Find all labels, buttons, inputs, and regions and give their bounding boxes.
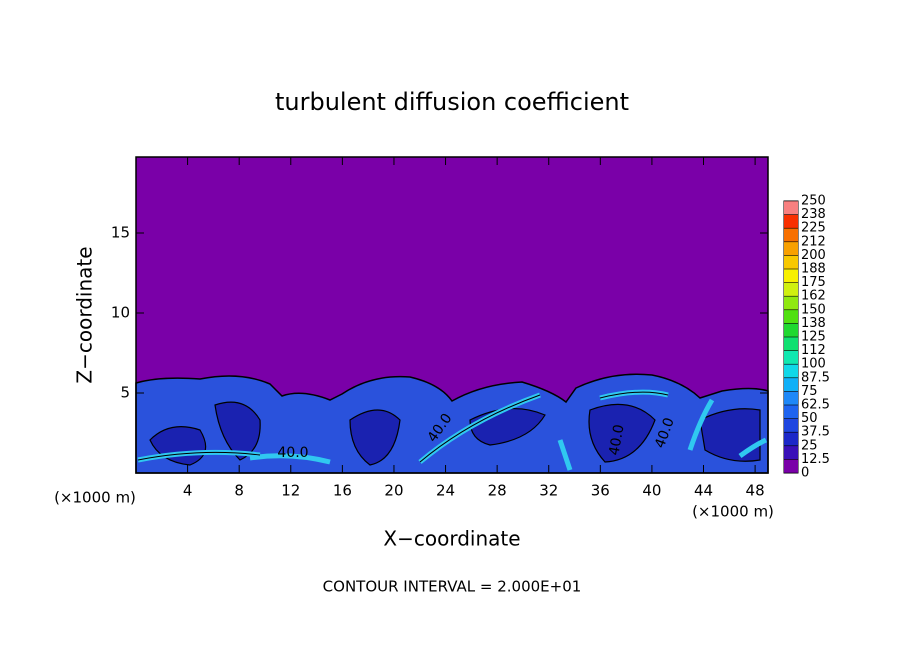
colorbar-label: 188 bbox=[801, 262, 826, 277]
colorbar-cell bbox=[784, 296, 798, 310]
colorbar-cell bbox=[784, 255, 798, 269]
colorbar-label: 238 bbox=[801, 207, 826, 222]
contour-line bbox=[137, 391, 669, 463]
y-tick-label: 10 bbox=[111, 304, 130, 322]
colorbar-cell bbox=[784, 337, 798, 351]
colorbar-cell bbox=[784, 432, 798, 446]
x-axis-label: X−coordinate bbox=[383, 527, 520, 551]
x-tick-label: 8 bbox=[234, 482, 244, 500]
colorbar-label: 200 bbox=[801, 248, 826, 263]
colorbar-cell bbox=[784, 228, 798, 242]
colorbar-cell bbox=[784, 269, 798, 283]
x-tick-label: 20 bbox=[384, 482, 403, 500]
x-tick-label: 4 bbox=[183, 482, 193, 500]
colorbar-cell bbox=[784, 241, 798, 256]
colorbar-cell bbox=[784, 459, 798, 473]
x-tick-label: 40 bbox=[642, 482, 661, 500]
x-tick-label: 24 bbox=[436, 482, 455, 500]
x-unit-label: (×1000 m) bbox=[692, 503, 774, 521]
colorbar-cell bbox=[784, 309, 798, 324]
colorbar-label: 37.5 bbox=[801, 425, 830, 440]
plot-frame bbox=[135, 156, 769, 474]
colorbar-cell bbox=[784, 364, 798, 378]
colorbar-cell bbox=[784, 350, 798, 365]
colorbar-label: 225 bbox=[801, 221, 826, 236]
chart-title: turbulent diffusion coefficient bbox=[275, 88, 629, 116]
x-tick-label: 12 bbox=[281, 482, 300, 500]
colorbar-label: 62.5 bbox=[801, 398, 830, 413]
colorbar-label: 162 bbox=[801, 289, 826, 304]
colorbar-label: 212 bbox=[801, 234, 826, 249]
colorbar-label: 125 bbox=[801, 330, 826, 345]
colorbar-label: 87.5 bbox=[801, 370, 830, 385]
colorbar-label: 100 bbox=[801, 357, 826, 372]
colorbar-label: 175 bbox=[801, 275, 826, 290]
colorbar-cell bbox=[784, 201, 798, 215]
colorbar-label: 12.5 bbox=[801, 452, 830, 467]
colorbar-cell bbox=[784, 418, 798, 433]
x-unit-label: (×1000 m) bbox=[54, 489, 136, 507]
contour-label: 40.0 bbox=[277, 445, 308, 461]
x-tick-label: 48 bbox=[746, 482, 765, 500]
colorbar-cell bbox=[784, 405, 798, 419]
colorbar-label: 0 bbox=[801, 466, 809, 481]
colorbar-label: 250 bbox=[801, 194, 826, 209]
colorbar-cell bbox=[784, 323, 798, 337]
x-tick-label: 36 bbox=[591, 482, 610, 500]
colorbar-label: 138 bbox=[801, 316, 826, 331]
colorbar-cell bbox=[784, 391, 798, 405]
colorbar-cell bbox=[784, 377, 798, 392]
x-tick-label: 28 bbox=[488, 482, 507, 500]
field bbox=[135, 157, 769, 474]
y-axis-label: Z−coordinate bbox=[73, 246, 97, 383]
contour-label: 40.0 bbox=[606, 423, 627, 456]
colorbar-cell bbox=[784, 214, 798, 229]
x-tick-label: 16 bbox=[333, 482, 352, 500]
colorbar-label: 50 bbox=[801, 411, 818, 426]
x-tick-label: 44 bbox=[694, 482, 713, 500]
y-tick-label: 5 bbox=[120, 384, 130, 402]
y-tick-label: 15 bbox=[111, 224, 130, 242]
colorbar-label: 112 bbox=[801, 343, 826, 358]
colorbar-label: 150 bbox=[801, 302, 826, 317]
annotation: CONTOUR INTERVAL = 2.000E+01 bbox=[323, 578, 582, 596]
colorbar-cell bbox=[784, 445, 798, 460]
colorbar-cell bbox=[784, 282, 798, 297]
colorbar-label: 75 bbox=[801, 384, 818, 399]
x-tick-label: 32 bbox=[539, 482, 558, 500]
colorbar-label: 25 bbox=[801, 438, 818, 453]
